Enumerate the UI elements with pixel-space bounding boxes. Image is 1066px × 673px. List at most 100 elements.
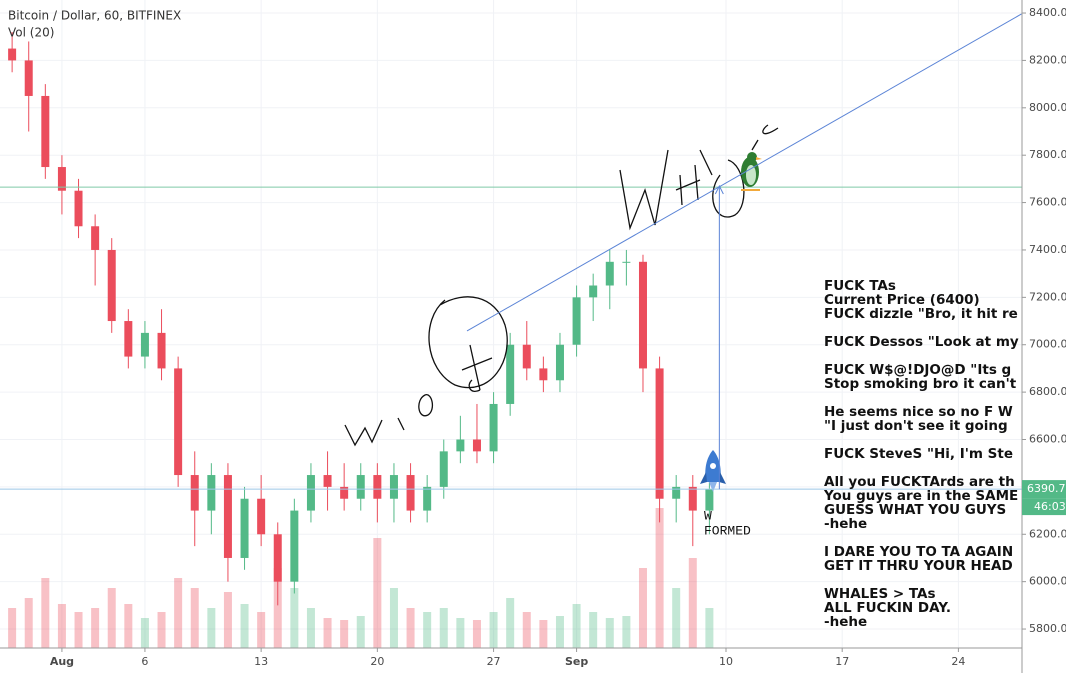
volume-bar xyxy=(41,578,50,648)
candle-body xyxy=(8,48,17,61)
volume-bar xyxy=(223,592,232,648)
comment-line: I DARE YOU TO TA AGAIN xyxy=(824,544,1013,560)
volume-bar xyxy=(423,612,432,648)
chart-title: Bitcoin / Dollar, 60, BITFINEX xyxy=(8,9,181,23)
price-tag xyxy=(1022,480,1066,499)
volume-bar xyxy=(24,598,33,648)
comment-line: GUESS WHAT YOU GUYS xyxy=(824,502,1006,518)
candle-body xyxy=(705,489,714,511)
candle-body xyxy=(190,475,199,511)
candle-body xyxy=(91,226,100,250)
candle-body xyxy=(589,285,598,298)
comment-line: FUCK Dessos "Look at my xyxy=(824,334,1019,350)
candles xyxy=(8,31,714,606)
volume-bar xyxy=(705,608,714,648)
rocket-icon xyxy=(700,450,726,492)
scribble-whale xyxy=(619,124,779,231)
candle-body xyxy=(456,439,465,452)
x-tick-label: 10 xyxy=(719,655,733,668)
x-tick-label: 24 xyxy=(951,655,965,668)
comment-line: -hehe xyxy=(824,614,867,630)
volume-bar xyxy=(207,608,216,648)
scribble-w xyxy=(344,394,434,447)
y-tick-label: 7800.0 xyxy=(1029,148,1066,161)
candle-body xyxy=(572,297,581,345)
candle-body xyxy=(107,249,116,322)
candle-body xyxy=(257,498,266,535)
volume-bar xyxy=(356,616,365,648)
volume-bar xyxy=(74,612,83,648)
volume-bar xyxy=(555,616,564,648)
volume-bar xyxy=(140,618,149,648)
volume-bar xyxy=(506,598,515,648)
candle-body xyxy=(207,475,216,511)
volume-label: Vol (20) xyxy=(8,26,54,40)
comment-line: ALL FUCKIN DAY. xyxy=(824,600,951,616)
volume-bar xyxy=(91,608,100,648)
y-tick-label: 7600.0 xyxy=(1029,196,1066,209)
volume-bar xyxy=(57,604,66,648)
grid xyxy=(0,0,1022,648)
volume-bar xyxy=(589,612,598,648)
y-tick-label: 7000.0 xyxy=(1029,338,1066,351)
candle-body xyxy=(555,344,564,381)
price-tag-label: 6390.7 xyxy=(1027,482,1066,495)
candle-body xyxy=(373,475,382,499)
volume-bar xyxy=(572,604,581,648)
candle-body xyxy=(522,344,531,369)
volume-bar xyxy=(638,568,647,648)
note-text: FORMED xyxy=(704,523,751,538)
candle-body xyxy=(323,475,332,487)
candle-body xyxy=(24,60,33,96)
x-tick-label: Aug xyxy=(50,655,74,668)
candle-body xyxy=(174,368,183,476)
scribble xyxy=(461,344,493,392)
candle-body xyxy=(356,475,365,499)
volume-bar xyxy=(290,588,299,648)
candle-body xyxy=(140,332,149,357)
candle-body xyxy=(157,332,166,369)
candle-body xyxy=(57,167,66,191)
comment-line: He seems nice so no F W xyxy=(824,404,1013,420)
volume-bar xyxy=(655,508,664,648)
y-tick-label: 5800.0 xyxy=(1029,622,1066,635)
y-tick-label: 6000.0 xyxy=(1029,575,1066,588)
volume-bar xyxy=(688,558,697,648)
comment-line: Stop smoking bro it can't xyxy=(824,376,1017,392)
comment-line: FUCK TAs xyxy=(824,278,896,294)
candle-body xyxy=(74,190,83,227)
candle-body xyxy=(506,344,515,404)
volume-bar xyxy=(439,608,448,648)
volume-bar xyxy=(257,612,266,648)
comment-line: "I just don't see it going xyxy=(824,418,1008,434)
volume-bar xyxy=(240,604,249,648)
comment-line: Current Price (6400) xyxy=(824,292,980,308)
y-tick-label: 6600.0 xyxy=(1029,433,1066,446)
x-tick-label: 20 xyxy=(370,655,384,668)
comment-line: WHALES > TAs xyxy=(824,586,936,602)
y-tick-label: 8400.0 xyxy=(1029,6,1066,19)
x-tick-label: 27 xyxy=(487,655,501,668)
volume-bar xyxy=(8,608,17,648)
countdown-tag xyxy=(1022,498,1066,516)
candle-body xyxy=(539,368,548,381)
candle-body xyxy=(273,534,282,582)
y-tick-label: 8000.0 xyxy=(1029,101,1066,114)
countdown-label: 46:03 xyxy=(1034,500,1066,513)
x-tick-label: 6 xyxy=(141,655,148,668)
comment-line: FUCK dizzle "Bro, it hit re xyxy=(824,306,1018,322)
candle-body xyxy=(340,486,349,499)
volume-bar xyxy=(539,620,548,648)
comment-line: FUCK SteveS "Hi, I'm Ste xyxy=(824,446,1013,462)
volume-bar xyxy=(124,604,133,648)
y-tick-label: 8200.0 xyxy=(1029,53,1066,66)
comment-line: GET IT THRU YOUR HEAD xyxy=(824,558,1013,574)
candle-body xyxy=(406,475,415,511)
volume-bar xyxy=(190,588,199,648)
comment-line: You guys are in the SAME xyxy=(823,488,1018,504)
volume-bar xyxy=(273,568,282,648)
candle-body xyxy=(472,439,481,452)
penguin-icon xyxy=(741,152,762,191)
volume-bar xyxy=(306,608,315,648)
